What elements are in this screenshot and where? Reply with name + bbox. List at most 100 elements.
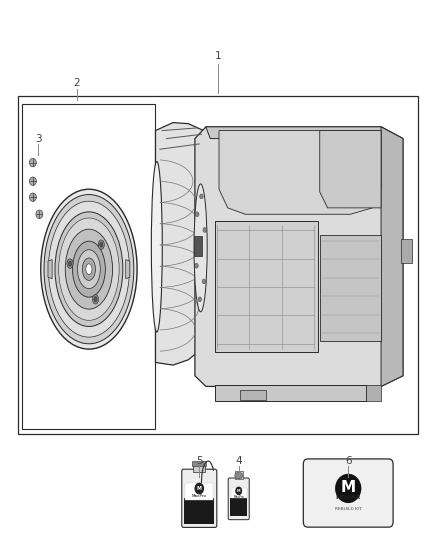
- Ellipse shape: [29, 177, 36, 185]
- Polygon shape: [112, 227, 117, 234]
- Ellipse shape: [94, 297, 97, 302]
- Polygon shape: [381, 127, 403, 386]
- Text: M: M: [197, 486, 202, 491]
- Polygon shape: [108, 220, 112, 228]
- Polygon shape: [121, 264, 125, 269]
- Polygon shape: [64, 223, 68, 231]
- Ellipse shape: [92, 294, 99, 304]
- Ellipse shape: [55, 212, 123, 326]
- Polygon shape: [56, 239, 61, 246]
- Polygon shape: [195, 127, 403, 386]
- Ellipse shape: [198, 297, 201, 302]
- Bar: [184, 498, 214, 524]
- Bar: [235, 471, 243, 479]
- Polygon shape: [53, 269, 57, 274]
- Ellipse shape: [203, 228, 206, 232]
- Text: 5: 5: [196, 456, 203, 466]
- Text: MOPAR: MOPAR: [336, 495, 361, 500]
- Ellipse shape: [67, 259, 73, 269]
- Ellipse shape: [195, 263, 198, 268]
- FancyBboxPatch shape: [182, 469, 217, 528]
- Polygon shape: [71, 316, 75, 324]
- Polygon shape: [105, 314, 110, 321]
- Polygon shape: [74, 213, 78, 220]
- Ellipse shape: [41, 189, 137, 349]
- Polygon shape: [118, 244, 123, 251]
- Polygon shape: [83, 322, 86, 329]
- Bar: [401, 239, 412, 263]
- Ellipse shape: [59, 218, 119, 320]
- Text: M: M: [237, 489, 240, 493]
- Polygon shape: [77, 320, 81, 327]
- Polygon shape: [97, 211, 101, 218]
- Bar: [230, 498, 247, 516]
- Bar: [193, 462, 205, 472]
- Ellipse shape: [194, 483, 204, 495]
- Bar: [192, 461, 206, 466]
- Ellipse shape: [202, 279, 206, 284]
- FancyBboxPatch shape: [228, 478, 249, 520]
- Polygon shape: [155, 123, 215, 365]
- Ellipse shape: [195, 212, 199, 217]
- Polygon shape: [55, 288, 60, 295]
- Polygon shape: [59, 230, 64, 238]
- Polygon shape: [126, 260, 130, 279]
- Polygon shape: [89, 324, 92, 329]
- Polygon shape: [48, 260, 52, 279]
- Polygon shape: [120, 283, 124, 290]
- Text: 6: 6: [345, 456, 352, 466]
- Text: MaxPro: MaxPro: [192, 494, 207, 498]
- Bar: [231, 488, 247, 498]
- Bar: [185, 483, 213, 499]
- Text: M: M: [341, 480, 356, 495]
- Text: 1: 1: [214, 51, 221, 61]
- Ellipse shape: [44, 195, 134, 344]
- Ellipse shape: [29, 193, 36, 201]
- Ellipse shape: [36, 210, 43, 219]
- Polygon shape: [100, 318, 104, 326]
- Ellipse shape: [86, 264, 92, 274]
- Ellipse shape: [68, 261, 71, 266]
- Bar: [215, 221, 318, 352]
- Polygon shape: [366, 385, 381, 401]
- Ellipse shape: [98, 240, 104, 249]
- Bar: [18, 96, 418, 434]
- Bar: [194, 236, 202, 256]
- Polygon shape: [54, 248, 58, 255]
- Polygon shape: [66, 311, 70, 319]
- Ellipse shape: [100, 243, 103, 247]
- Ellipse shape: [152, 161, 162, 332]
- Ellipse shape: [82, 258, 95, 280]
- Polygon shape: [53, 279, 57, 285]
- Bar: [215, 385, 366, 401]
- Ellipse shape: [73, 241, 105, 297]
- Polygon shape: [95, 322, 98, 328]
- Text: 2: 2: [73, 78, 80, 87]
- Polygon shape: [320, 235, 381, 341]
- Text: 4: 4: [235, 456, 242, 466]
- Ellipse shape: [235, 472, 243, 479]
- Polygon shape: [102, 215, 107, 222]
- Ellipse shape: [335, 474, 361, 503]
- Polygon shape: [53, 259, 57, 264]
- Text: 3: 3: [35, 134, 42, 143]
- Bar: [240, 390, 266, 400]
- Ellipse shape: [65, 229, 113, 309]
- Polygon shape: [219, 131, 381, 214]
- Polygon shape: [110, 308, 114, 316]
- Ellipse shape: [235, 487, 242, 495]
- Ellipse shape: [200, 194, 203, 199]
- Bar: [22, 104, 155, 429]
- Polygon shape: [92, 209, 95, 216]
- Polygon shape: [86, 209, 89, 215]
- Ellipse shape: [194, 184, 207, 312]
- Polygon shape: [206, 127, 403, 139]
- FancyBboxPatch shape: [303, 459, 393, 527]
- Text: REBUILD KIT: REBUILD KIT: [335, 507, 362, 511]
- Ellipse shape: [29, 158, 36, 167]
- Polygon shape: [58, 296, 62, 304]
- Polygon shape: [120, 254, 124, 260]
- Ellipse shape: [48, 201, 130, 337]
- Polygon shape: [114, 301, 119, 308]
- Polygon shape: [320, 131, 381, 208]
